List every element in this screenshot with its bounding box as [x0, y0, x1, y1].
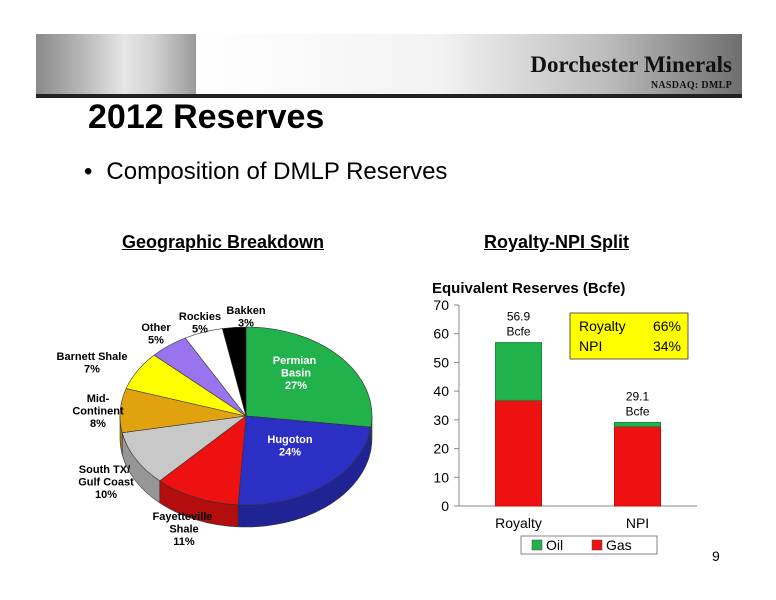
- pie-label-line: Shale: [169, 524, 198, 536]
- pie-label-percent: 11%: [173, 536, 195, 548]
- y-tick-label: 50: [433, 354, 449, 370]
- y-tick-label: 40: [433, 383, 449, 399]
- bullet-dot: •: [84, 158, 93, 185]
- pie-slice-permian-basin: [245, 326, 373, 428]
- pie-slice-hugoton: [237, 415, 372, 506]
- y-tick-label: 30: [433, 412, 449, 428]
- pie-label-line: South TX/: [79, 464, 133, 476]
- y-tick-label: 10: [433, 469, 449, 485]
- legend-swatch-oil: [531, 539, 543, 551]
- legend-box: [520, 535, 658, 555]
- legend-label-gas: Gas: [606, 537, 632, 553]
- split-label-royalty: Royalty: [579, 318, 626, 334]
- pie-label-line: Gulf Coast: [78, 477, 134, 489]
- pie-label-percent: 5%: [192, 324, 208, 336]
- pie-slice-bakken: [222, 326, 247, 417]
- slide-title: 2012 Reserves: [88, 98, 325, 136]
- bar-total-value-npi: 29.1: [626, 389, 650, 403]
- pie-label-line: Other: [141, 322, 171, 334]
- pie-label-percent: 7%: [84, 364, 100, 376]
- pie-label-line: Fayetteville: [153, 511, 216, 523]
- pie-label-bakken: Bakken 3%: [226, 305, 265, 330]
- pie-side-hugoton: [237, 427, 372, 528]
- pie-label-line: Hugoton: [267, 434, 312, 446]
- split-label-npi: NPI: [579, 338, 602, 354]
- pie-label-line: Continent: [72, 406, 124, 418]
- bar-total-unit-npi: Bcfe: [625, 404, 649, 418]
- pie-label-line: Rockies: [179, 311, 221, 323]
- banner-rule: [36, 94, 742, 98]
- company-name: Dorchester Minerals: [530, 52, 732, 77]
- pie-label-other: Other 5%: [141, 322, 171, 347]
- split-value-royalty: 66%: [653, 318, 681, 334]
- x-tick-label-npi: NPI: [626, 515, 649, 531]
- pie-slice-south-tx-gulf-coast: [121, 415, 248, 482]
- pie-slice-rockies: [184, 328, 247, 417]
- pie-label-hugoton: Hugoton 24%: [267, 434, 312, 459]
- pie-slice-other: [153, 337, 247, 417]
- pie-label-line: Basin: [281, 368, 311, 380]
- pie-slice-fayetteville-shale: [159, 415, 247, 506]
- split-annotation-box: [569, 312, 689, 360]
- pie-side-south-tx-gulf-coast: [121, 432, 161, 504]
- pie-label-line: Barnett Shale: [57, 351, 128, 363]
- pie-slice-mid-continent: [119, 388, 247, 434]
- split-value-npi: 34%: [653, 338, 681, 354]
- banner-photo-strip: [36, 34, 196, 94]
- pie-label-percent: 3%: [238, 318, 254, 330]
- bar-gas-royalty: [495, 399, 542, 507]
- y-tick-label: 20: [433, 441, 449, 457]
- bullet-text: Composition of DMLP Reserves: [106, 158, 448, 185]
- pie-label-percent: 8%: [90, 418, 106, 430]
- banner-gradient: [196, 34, 742, 94]
- pie-label-rockies: Rockies 5%: [179, 311, 221, 336]
- pie-label-line: Permian: [273, 355, 319, 367]
- pie-chart-title: Geographic Breakdown: [122, 232, 325, 252]
- pie-label-mid-continent: Mid-Continent 8%: [72, 393, 124, 430]
- pie-side-mid-continent: [119, 415, 123, 455]
- y-tick-label: 0: [441, 498, 449, 514]
- pie-label-line: Bakken: [226, 305, 265, 317]
- bar-oil-royalty: [495, 342, 542, 401]
- bar-gas-npi: [614, 425, 661, 507]
- bar-total-value-royalty: 56.9: [507, 310, 531, 324]
- pie-label-south-tx-gulf-coast: South TX/ Gulf Coast 10%: [78, 464, 134, 501]
- pie-side-fayetteville-shale: [159, 480, 239, 528]
- y-tick-label: 60: [433, 326, 449, 342]
- pie-label-barnett-shale: Barnett Shale 7%: [57, 351, 128, 376]
- pie-label-percent: 5%: [148, 335, 164, 347]
- bullet-item: • Composition of DMLP Reserves: [84, 158, 447, 186]
- bar-chart-title: Royalty-NPI Split: [484, 232, 630, 252]
- pie-side-permian-basin: [370, 415, 373, 450]
- pie-label-percent: 10%: [95, 489, 117, 501]
- pie-slice-barnett-shale: [125, 354, 247, 417]
- x-tick-label-royalty: Royalty: [495, 515, 542, 531]
- pie-label-line: Mid-: [87, 393, 110, 405]
- header-banner: [36, 34, 742, 94]
- legend-swatch-gas: [591, 539, 603, 551]
- bar-oil-npi: [614, 421, 661, 427]
- legend-label-oil: Oil: [546, 537, 563, 553]
- pie-label-percent: 24%: [279, 447, 301, 459]
- ticker-symbol: NASDAQ: DMLP: [650, 80, 732, 91]
- pie-label-percent: 27%: [285, 380, 307, 392]
- pie-label-fayetteville-shale: Fayetteville Shale 11%: [153, 511, 216, 548]
- bar-total-unit-royalty: Bcfe: [506, 325, 530, 339]
- y-axis-title: Equivalent Reserves (Bcfe): [432, 280, 625, 297]
- page-number: 9: [712, 548, 720, 564]
- y-tick-label: 70: [433, 297, 449, 313]
- pie-label-permian-basin: Permian Basin 27%: [273, 355, 319, 392]
